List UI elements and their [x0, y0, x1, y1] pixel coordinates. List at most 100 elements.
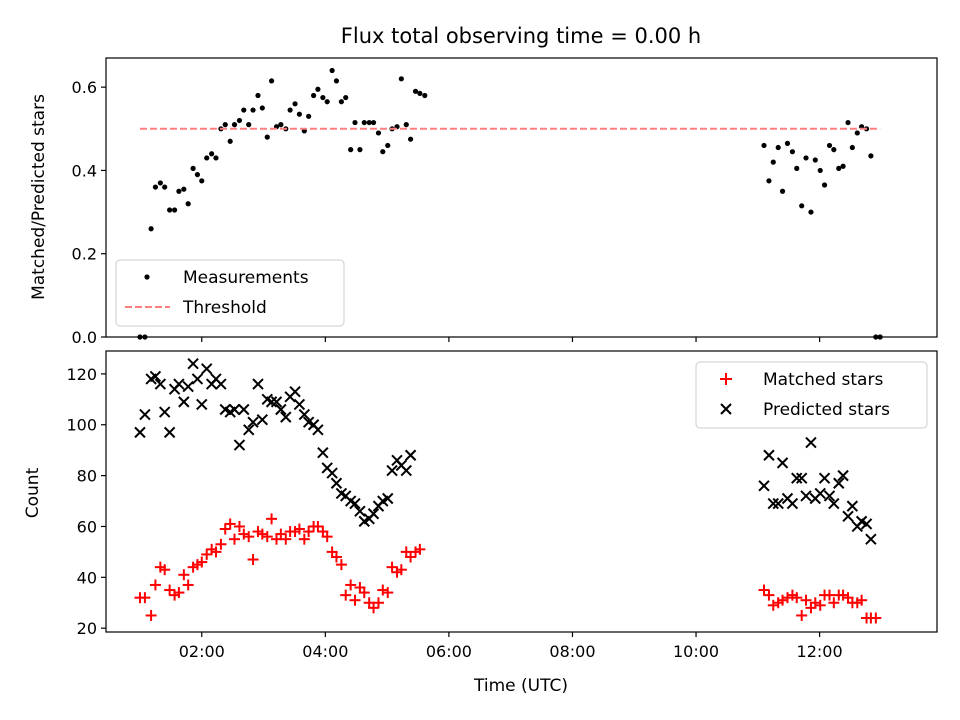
- matched-star-point: [758, 584, 770, 596]
- predicted-star-point: [201, 363, 213, 375]
- predicted-marker-b: [404, 449, 417, 461]
- measurement-point: [348, 147, 354, 153]
- matched-star-point: [796, 609, 808, 621]
- measurement-point: [338, 99, 344, 105]
- predicted-star-point: [758, 480, 770, 492]
- top-y-tick-label: 0.2: [72, 245, 97, 264]
- matched-star-point: [372, 597, 384, 609]
- matched-star-point: [335, 559, 347, 571]
- matched-star-point: [229, 533, 241, 545]
- predicted-star-point: [247, 416, 259, 428]
- measurement-point: [380, 149, 386, 155]
- predicted-marker-b: [349, 497, 361, 510]
- legend-matched-label: Matched stars: [763, 370, 883, 390]
- predicted-star-point: [791, 472, 803, 484]
- matched-star-point: [368, 602, 380, 614]
- predicted-star-point: [149, 370, 162, 383]
- predicted-marker-b: [219, 403, 231, 416]
- matched-star-point: [215, 538, 227, 550]
- measurement-point: [343, 94, 349, 101]
- bottom-y-tick-label: 100: [66, 416, 97, 435]
- matched-star-point: [159, 564, 171, 576]
- measurement-point: [213, 155, 219, 161]
- predicted-marker-b: [265, 396, 278, 408]
- measurement-point: [370, 119, 377, 126]
- predicted-star-point: [800, 490, 812, 502]
- matched-star-point: [823, 589, 835, 601]
- predicted-star-point: [163, 426, 176, 439]
- measurement-point: [375, 130, 382, 136]
- predicted-marker-b: [201, 363, 213, 375]
- predicted-marker-b: [243, 424, 255, 436]
- matched-star-point: [386, 561, 398, 573]
- matched-star-point: [149, 579, 161, 591]
- measurement-point: [199, 178, 205, 184]
- predicted-star-point: [178, 396, 190, 408]
- measurement-point: [176, 188, 182, 194]
- predicted-star-point: [354, 505, 366, 517]
- predicted-marker-b: [182, 380, 194, 393]
- predicted-star-point: [776, 457, 789, 469]
- predicted-star-point: [837, 469, 849, 482]
- predicted-star-point: [238, 403, 250, 416]
- top-y-tick-label: 0.6: [72, 78, 97, 97]
- predicted-marker-b: [340, 490, 352, 502]
- predicted-star-point: [814, 487, 826, 500]
- predicted-star-point: [270, 396, 283, 408]
- predicted-star-point: [833, 477, 845, 489]
- matched-star-point: [800, 594, 812, 606]
- predicted-star-point: [289, 385, 301, 398]
- legend-measurements-label: Measurements: [183, 268, 309, 288]
- predicted-star-point: [228, 403, 241, 416]
- predicted-star-point: [215, 378, 227, 390]
- matched-star-point: [377, 584, 389, 596]
- predicted-marker-b: [814, 487, 826, 500]
- predicted-marker-b: [860, 518, 873, 530]
- bottom-x-tick-label: 06:00: [426, 642, 472, 661]
- predicted-marker-b: [846, 500, 859, 512]
- predicted-marker-b: [386, 464, 398, 477]
- predicted-marker-b: [163, 426, 176, 439]
- measurement-point: [320, 94, 326, 101]
- measurement-point: [407, 136, 414, 142]
- predicted-star-point: [256, 413, 269, 426]
- predicted-star-point: [196, 398, 208, 411]
- predicted-star-point: [158, 406, 171, 418]
- predicted-marker-b: [786, 497, 799, 510]
- predicted-star-point: [772, 497, 784, 510]
- top-y-axis-label: Matched/Predicted stars: [29, 94, 49, 300]
- predicted-marker-b: [395, 459, 408, 472]
- bottom-x-tick-label: 12:00: [797, 642, 843, 661]
- predicted-star-point: [191, 373, 204, 385]
- matched-star-point: [856, 594, 868, 606]
- bottom-y-tick-label: 80: [77, 467, 97, 486]
- bottom-axes-frame: [105, 350, 938, 633]
- measurement-point: [310, 92, 317, 99]
- measurement-point: [209, 151, 215, 157]
- bottom-y-axis-label: Count: [23, 467, 43, 518]
- matched-star-point: [321, 531, 333, 543]
- predicted-marker-b: [275, 403, 287, 416]
- predicted-star-point: [805, 436, 817, 449]
- figure-title: Flux total observing time = 0.00 h: [341, 24, 701, 48]
- measurement-point: [148, 226, 154, 232]
- matched-star-point: [164, 584, 176, 596]
- predicted-marker-b: [865, 533, 877, 545]
- predicted-star-point: [865, 533, 877, 545]
- measurement-point: [231, 122, 238, 128]
- predicted-star-point: [154, 378, 167, 390]
- predicted-marker-b: [805, 436, 817, 449]
- matched-star-point: [405, 551, 417, 563]
- matched-star-point: [828, 597, 840, 609]
- matched-star-point: [256, 528, 268, 540]
- predicted-star-point: [860, 518, 873, 530]
- predicted-star-point: [134, 426, 146, 439]
- predicted-marker-b: [344, 495, 357, 507]
- measurement-point: [259, 105, 265, 111]
- measurement-point: [817, 167, 823, 174]
- predicted-star-point: [252, 378, 264, 390]
- matched-star-point: [196, 556, 208, 568]
- predicted-marker-b: [302, 416, 315, 428]
- bottom-panel: 20 40 60 80 100 120 02:00 04:00 06:00 08:00 10:00 1…: [23, 350, 938, 696]
